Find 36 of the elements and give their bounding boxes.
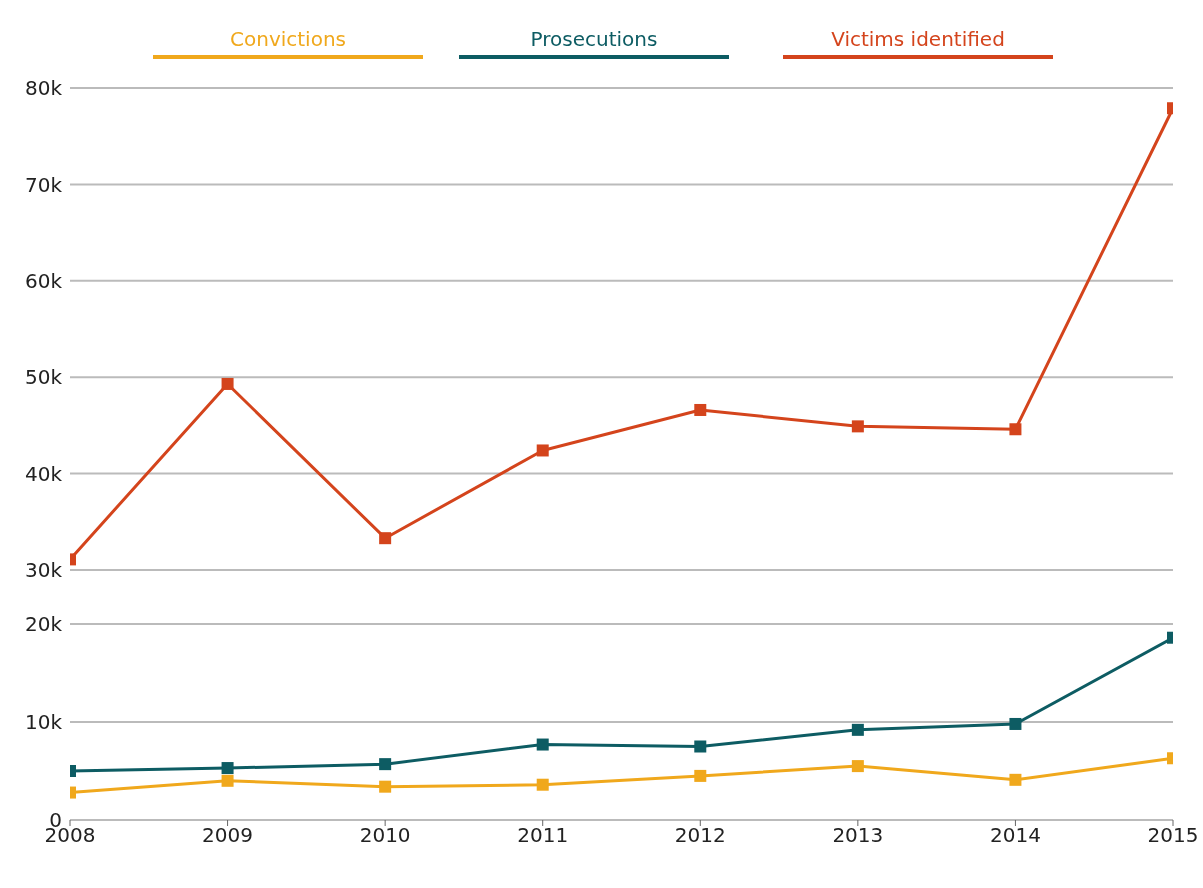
text: Prosecutions <box>530 27 658 51</box>
text: Victims identified <box>831 27 1005 51</box>
point <box>1009 717 1022 730</box>
point <box>851 760 864 773</box>
x-tick-label: 2009 <box>202 823 254 848</box>
y-tick-label: 40k <box>24 461 63 486</box>
point <box>1009 423 1022 436</box>
x-tick-label: 2011 <box>517 823 569 848</box>
point <box>221 377 234 390</box>
point <box>221 774 234 787</box>
y-tick-label: 60k <box>24 268 63 293</box>
x-tick-label: 2010 <box>359 823 411 848</box>
point <box>694 769 707 782</box>
point <box>221 762 234 775</box>
point <box>1009 773 1022 786</box>
point <box>379 532 392 545</box>
y-tick-label: 10k <box>24 710 63 735</box>
point <box>694 740 707 753</box>
y-tick-label: 80k <box>24 76 63 101</box>
point <box>851 723 864 736</box>
point <box>536 738 549 751</box>
point <box>536 778 549 791</box>
x-tick-label: 2012 <box>674 823 726 848</box>
y-tick-label: 20k <box>24 612 63 637</box>
x-tick-label: 2013 <box>832 823 884 848</box>
point <box>379 780 392 793</box>
point <box>851 420 864 433</box>
y-tick-label: 70k <box>24 172 63 197</box>
y-tick-label: 50k <box>24 365 63 390</box>
text: Convictions <box>230 27 346 51</box>
y-tick-label: 30k <box>24 558 63 583</box>
point <box>694 403 707 416</box>
x-tick-label: 2015 <box>1147 823 1199 848</box>
point <box>379 758 392 771</box>
x-tick-label: 2014 <box>989 823 1041 848</box>
point <box>536 444 549 457</box>
